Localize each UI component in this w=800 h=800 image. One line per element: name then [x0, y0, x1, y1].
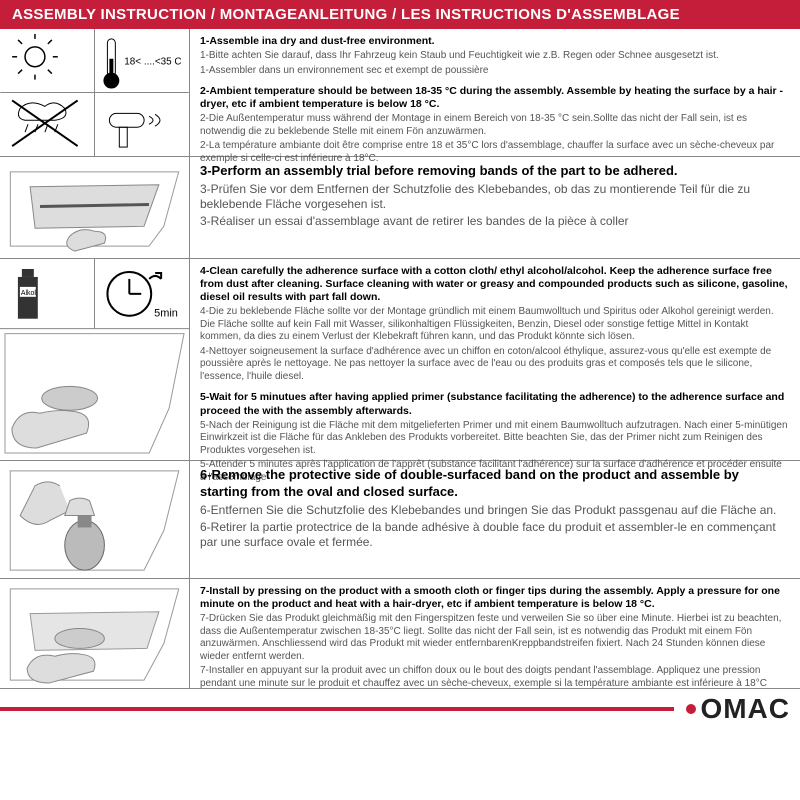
- instruction-line: 3-Prüfen Sie vor dem Entfernen der Schut…: [200, 182, 790, 212]
- instruction-line: 1-Assemble ina dry and dust-free environ…: [200, 35, 790, 48]
- instruction-line: 6-Retirer la partie protectrice de la ba…: [200, 520, 790, 550]
- instruction-line: 2-Ambient temperature should be between …: [200, 85, 790, 111]
- instruction-text-1: 1-Assemble ina dry and dust-free environ…: [190, 29, 800, 156]
- instruction-row-2: 3-Perform an assembly trial before remov…: [0, 157, 800, 259]
- instruction-line: 1-Assembler dans un environnement sec et…: [200, 65, 790, 78]
- logo-dot-icon: [686, 704, 696, 714]
- instruction-row-1: 18< ....<35 C 1-Assemble ina dry and dus…: [0, 29, 800, 157]
- instruction-line: 4-Die zu beklebende Fläche sollte vor de…: [200, 306, 790, 344]
- logo-text: OMAC: [700, 693, 790, 725]
- illustration-2: [0, 157, 190, 258]
- illustration-1: 18< ....<35 C: [0, 29, 190, 156]
- temp-label: 18< ....<35 C: [124, 57, 181, 68]
- illustration-5: [0, 579, 190, 688]
- instruction-text-2: 3-Perform an assembly trial before remov…: [190, 157, 800, 258]
- instruction-text-3: 4-Clean carefully the adherence surface …: [190, 259, 800, 460]
- footer-accent-line: [0, 707, 674, 711]
- svg-text:Alkol: Alkol: [21, 290, 37, 297]
- instruction-line: 4-Nettoyer soigneusement la surface d'ad…: [200, 346, 790, 384]
- illustration-3: Alkol 5min: [0, 259, 190, 460]
- instruction-line: 5-Wait for 5 minutues after having appli…: [200, 391, 790, 417]
- footer: OMAC: [0, 689, 800, 725]
- instruction-line: 7-Install by pressing on the product wit…: [200, 585, 790, 611]
- instruction-row-3: Alkol 5min 4-Clean carefully the adheren…: [0, 259, 800, 461]
- instruction-line: 3-Perform an assembly trial before remov…: [200, 163, 790, 180]
- instruction-line: 7-Drücken Sie das Produkt gleichmäßig mi…: [200, 613, 790, 663]
- instruction-line: 6-Entfernen Sie die Schutzfolie des Kleb…: [200, 503, 790, 518]
- instruction-text-4: 6-Remove the protective side of double-s…: [190, 461, 800, 578]
- instruction-row-4: 6-Remove the protective side of double-s…: [0, 461, 800, 579]
- brand-logo: OMAC: [686, 693, 790, 725]
- instruction-line: 6-Remove the protective side of double-s…: [200, 467, 790, 501]
- instruction-line: 5-Nach der Reinigung ist die Fläche mit …: [200, 420, 790, 458]
- instruction-line: 3-Réaliser un essai d'assemblage avant d…: [200, 214, 790, 229]
- header-title: ASSEMBLY INSTRUCTION / MONTAGEANLEITUNG …: [0, 0, 800, 29]
- illustration-4: [0, 461, 190, 578]
- instruction-line: 1-Bitte achten Sie darauf, dass Ihr Fahr…: [200, 50, 790, 63]
- instruction-line: 7-Installer en appuyant sur la produit a…: [200, 665, 790, 690]
- instruction-line: 4-Clean carefully the adherence surface …: [200, 265, 790, 304]
- instruction-line: 2-Die Außentemperatur muss während der M…: [200, 113, 790, 138]
- instruction-row-5: 7-Install by pressing on the product wit…: [0, 579, 800, 689]
- instruction-text-5: 7-Install by pressing on the product wit…: [190, 579, 800, 688]
- svg-text:5min: 5min: [154, 308, 178, 320]
